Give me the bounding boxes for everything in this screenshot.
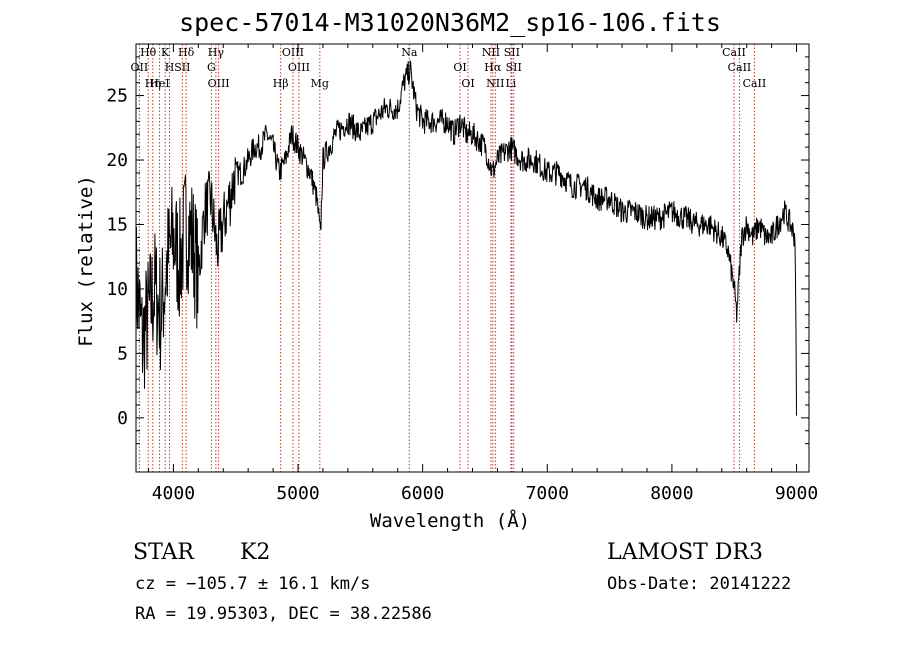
plot-frame — [135, 43, 810, 473]
obs-date: Obs-Date: 20141222 — [607, 574, 792, 594]
x-tick-label: 4000 — [152, 483, 195, 504]
coordinates: RA = 19.95303, DEC = 38.22586 — [135, 604, 432, 624]
line-label: SII — [174, 61, 190, 74]
y-tick-label: 15 — [106, 214, 128, 235]
y-tick-label: 0 — [117, 408, 128, 429]
x-axis-label: Wavelength (Å) — [369, 510, 531, 532]
line-label: K — [161, 46, 170, 59]
x-tick-label: 5000 — [276, 483, 319, 504]
line-label: Li — [505, 77, 516, 90]
line-label: CaII — [728, 61, 752, 74]
flux-series-line — [135, 60, 797, 416]
y-tick-label: 5 — [117, 343, 128, 364]
line-label: OI — [461, 77, 474, 90]
object-class: STAR — [133, 540, 194, 565]
line-label: NII — [482, 46, 500, 59]
y-tick-label: 25 — [106, 86, 128, 107]
x-tick-label: 7000 — [526, 483, 569, 504]
y-axis-label: Flux (relative) — [75, 175, 97, 347]
line-label: Na — [401, 46, 418, 59]
line-label: Hδ — [178, 46, 195, 59]
chart-title: spec-57014-M31020N36M2_sp16-106.fits — [179, 8, 721, 37]
line-label: Hα — [484, 61, 502, 74]
axis-ticks: 4000 5000 6000 7000 8000 9000 0 5 10 15 20 25 — [106, 44, 818, 504]
y-tick-label: 20 — [106, 150, 128, 171]
line-markers — [138, 44, 755, 472]
x-tick-label: 6000 — [401, 483, 444, 504]
survey-name: LAMOST DR3 — [607, 540, 763, 565]
line-label: OII — [131, 61, 149, 74]
line-label: OI — [453, 61, 466, 74]
line-label: OIII — [282, 46, 304, 59]
line-label: SII — [504, 46, 520, 59]
line-label: NII — [486, 77, 504, 90]
y-tick-label: 10 — [106, 279, 128, 300]
line-label: Mg — [311, 77, 329, 90]
line-label: H — [165, 61, 175, 74]
redshift-text: cz = −105.7 ± 16.1 km/s — [135, 574, 371, 594]
line-label: CaII — [722, 46, 746, 59]
object-subclass: K2 — [240, 540, 271, 565]
x-tick-label: 8000 — [650, 483, 693, 504]
x-tick-label: 9000 — [775, 483, 818, 504]
line-label: HeI — [149, 77, 169, 90]
line-label: G — [207, 61, 216, 74]
line-label: SII — [506, 61, 522, 74]
line-label: CaII — [743, 77, 767, 90]
line-label: Hθ — [140, 46, 157, 59]
line-label: OIII — [288, 61, 310, 74]
line-labels: HθOIIHηKHHeIHδSIIOIIIHγGHβOIIIOIIIMgNaOI… — [131, 46, 767, 90]
line-label: Hη — [145, 77, 161, 90]
line-label: OIII — [208, 77, 230, 90]
line-label: Hβ — [273, 77, 289, 90]
line-label: Hγ — [208, 46, 225, 59]
